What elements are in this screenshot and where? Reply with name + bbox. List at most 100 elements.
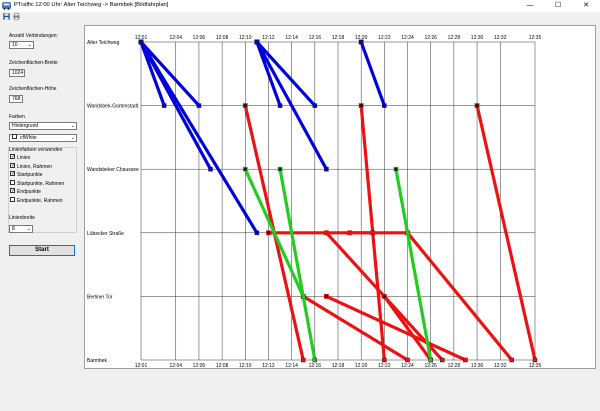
color-target-select[interactable]: Hintergrund ⌄	[9, 122, 77, 130]
print-icon[interactable]	[13, 13, 20, 20]
trip-end-point	[509, 357, 515, 363]
save-icon[interactable]	[3, 13, 10, 20]
timetable-canvas: 12:01 12:01 12:04 12:04 12:06 12:06 12:08 12:08…	[84, 25, 596, 369]
canvas-height-label: Zeichenflächen-Höhe	[9, 86, 57, 92]
station-label: Barmbek	[87, 358, 108, 364]
station-label: Berliner Tor	[87, 294, 113, 300]
trip-line-blue	[255, 40, 317, 107]
trip-end-point	[382, 357, 387, 363]
trip-line-red	[406, 231, 514, 362]
trip-start-point	[254, 39, 260, 45]
time-tick-label-bottom: 12:12	[262, 363, 275, 368]
checkbox-endpunkte[interactable]: ✓ Endpunkte	[10, 188, 41, 196]
time-tick-label-top: 12:14	[285, 35, 298, 41]
trip-start-point	[358, 39, 364, 45]
trip-line-green	[243, 168, 305, 298]
trip-line-blue	[359, 41, 386, 107]
time-tick-label-top: 12:08	[216, 35, 229, 41]
checkbox-icon[interactable]: ✓	[10, 171, 16, 178]
minimize-button[interactable]: —	[526, 2, 534, 9]
connections-value: 10	[12, 42, 18, 48]
time-tick-label-top: 12:28	[448, 35, 461, 41]
trip-end-point	[161, 103, 167, 108]
chevron-down-icon: ⌄	[27, 42, 32, 48]
time-tick-label-bottom: 12:06	[193, 363, 206, 368]
checkbox-label: Endpunkte, Rahmen	[17, 197, 63, 204]
trip-end-point	[324, 166, 329, 172]
colors-label: Farben	[9, 114, 25, 120]
checkbox-icon[interactable]: ✓	[10, 188, 16, 195]
checkbox-label: Endpunkte	[17, 189, 41, 195]
checkbox-endpunkte-rahmen[interactable]: Endpunkte, Rahmen	[10, 196, 63, 205]
trip-end-point	[208, 166, 213, 172]
chevron-down-icon: ⌄	[70, 135, 75, 141]
time-tick-label-bottom: 12:32	[494, 363, 507, 368]
checkbox-icon[interactable]: ✓	[10, 162, 16, 169]
trip-end-point	[312, 103, 318, 108]
chevron-down-icon: ⌄	[26, 226, 31, 232]
trip-line-blue	[139, 40, 201, 107]
checkbox-icon[interactable]	[10, 196, 15, 202]
trip-line-green	[278, 168, 317, 361]
time-tick-label-bottom: 12:22	[378, 363, 391, 368]
maximize-button[interactable]: ☐	[554, 2, 562, 9]
trip-end-point	[463, 357, 468, 363]
canvas-height-input[interactable]: 768	[9, 95, 23, 103]
timetable-chart: 12:01 12:01 12:04 12:04 12:06 12:06 12:08 12:08…	[87, 35, 542, 369]
linewidth-select[interactable]: 8 ⌄	[9, 225, 33, 233]
time-tick-label-top: 12:30	[471, 35, 484, 41]
trip-line-blue	[255, 41, 282, 107]
color-value-select[interactable]: cfWhite ⌄	[9, 134, 77, 142]
time-tick-label-bottom: 12:10	[239, 363, 252, 368]
linewidth-label: Linienbreite	[9, 215, 35, 221]
start-button[interactable]: Start	[9, 245, 75, 256]
canvas-width-label: Zeichenflächen-Breite	[9, 60, 58, 66]
checkbox-startpunkte[interactable]: ✓ Startpunkte	[10, 171, 43, 179]
time-tick-label-top: 12:26	[424, 35, 437, 41]
station-label: Lübecker Straße	[87, 231, 124, 237]
checkbox-startpunkte-rahmen[interactable]: Startpunkte, Rahmen	[10, 179, 64, 188]
time-tick-label-bottom: 12:20	[355, 363, 368, 368]
checkbox-icon[interactable]: ✓	[10, 154, 16, 161]
trip-start-point	[474, 103, 480, 108]
time-tick-label-top: 12:32	[494, 35, 507, 41]
connections-select[interactable]: 10 ⌄	[9, 41, 34, 49]
trip-end-point	[382, 103, 387, 108]
time-tick-label-top: 12:12	[262, 35, 275, 41]
time-tick-label-top: 12:22	[378, 35, 391, 41]
time-tick-label-bottom: 12:35	[529, 363, 542, 368]
checkbox-label: Linien	[17, 155, 31, 161]
trip-line-blue	[255, 41, 328, 170]
canvas-width-input[interactable]: 1024	[9, 69, 25, 77]
trip-start-point	[242, 166, 248, 172]
checkbox-icon[interactable]	[10, 179, 15, 185]
bus-app-icon	[2, 2, 11, 10]
checkbox-linien-rahmen[interactable]: ✓ Linien, Rahmen	[10, 162, 53, 171]
time-tick-label-bottom: 12:28	[448, 363, 461, 368]
trip-start-point	[277, 166, 283, 172]
trip-start-point	[324, 293, 329, 299]
trip-start-point	[358, 103, 364, 108]
time-tick-label-top: 12:01	[135, 35, 148, 41]
time-tick-label-top: 12:18	[332, 35, 345, 41]
trip-line-red	[325, 294, 467, 362]
close-button[interactable]: ✕	[583, 2, 589, 9]
time-tick-label-top: 12:24	[401, 35, 414, 41]
time-tick-label-bottom: 12:01	[135, 363, 148, 368]
trip-end-point	[196, 103, 202, 108]
trip-end-point	[532, 357, 538, 363]
checkbox-linien[interactable]: ✓ Linien	[10, 154, 31, 162]
trip-line-green	[394, 168, 433, 361]
trip-end-point	[405, 357, 410, 363]
time-tick-label-bottom: 12:08	[216, 363, 229, 368]
trip-start-point	[381, 293, 387, 299]
linewidth-value: 8	[12, 226, 15, 232]
time-tick-label-top: 12:04	[170, 35, 183, 41]
time-tick-label-bottom: 12:14	[285, 363, 298, 368]
trip-line-blue	[139, 41, 259, 234]
time-tick-label-top: 12:16	[309, 35, 322, 41]
checkbox-label: Linien, Rahmen	[17, 163, 53, 170]
time-tick-label-bottom: 12:18	[332, 363, 345, 368]
toolbar	[0, 12, 600, 21]
trip-end-point	[300, 357, 306, 363]
